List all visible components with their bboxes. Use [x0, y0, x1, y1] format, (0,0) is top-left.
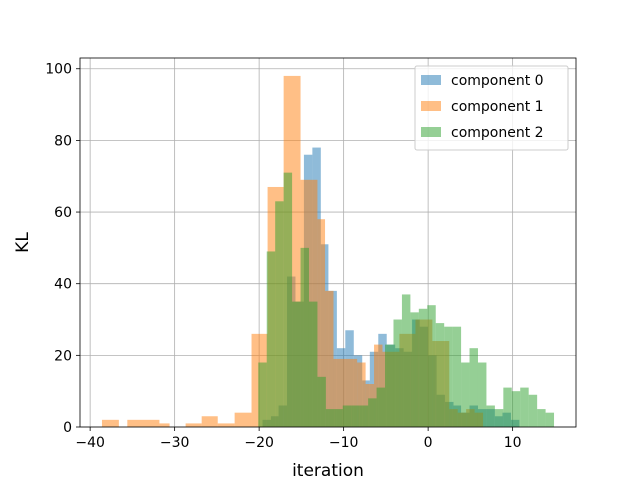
histogram-bar [393, 319, 402, 427]
histogram-bar [374, 344, 383, 427]
histogram-bar [308, 301, 318, 427]
histogram-bar [461, 362, 470, 427]
histogram-bar [385, 344, 394, 427]
histogram-bar [452, 326, 462, 427]
x-axis-label: iteration [292, 461, 364, 480]
histogram-bar [469, 348, 478, 427]
histogram-bar [292, 301, 301, 427]
x-tick-label: 0 [424, 435, 433, 451]
histogram-bar [410, 312, 419, 427]
histogram-bar [357, 362, 366, 427]
histogram-bar [444, 326, 453, 427]
histogram-bar [503, 387, 512, 427]
y-axis-ticks: 0 20 40 60 80 100 [45, 62, 80, 436]
histogram-bars [101, 75, 555, 427]
x-tick-label: −40 [75, 435, 105, 451]
y-tick-label: 0 [63, 420, 72, 436]
legend-swatch [421, 75, 441, 85]
histogram-bar [275, 201, 284, 427]
histogram-bar [368, 398, 377, 427]
histogram-bar [266, 251, 276, 427]
legend-frame [414, 65, 569, 151]
x-tick-label: −20 [244, 435, 274, 451]
histogram-bar [300, 247, 309, 427]
histogram-bar [325, 409, 335, 427]
histogram-bar [185, 423, 202, 427]
histogram-bar [317, 219, 326, 427]
x-axis-ticks: −40 −30 −20 −10 0 10 [75, 427, 522, 451]
legend-label: component 0 [451, 73, 544, 89]
histogram-bar [317, 376, 326, 427]
histogram-bar [101, 419, 119, 427]
histogram-bar [376, 387, 386, 427]
legend-label: component 1 [451, 99, 544, 115]
histogram-bar [342, 405, 352, 427]
histogram-bar [201, 416, 218, 427]
histogram-bar [520, 387, 529, 427]
histogram-bar [127, 419, 160, 427]
histogram-bar [325, 290, 334, 427]
histogram-bar [334, 409, 343, 427]
histogram-bar [351, 405, 360, 427]
y-tick-label: 60 [54, 205, 72, 221]
x-tick-label: −10 [329, 435, 359, 451]
histogram-bar [427, 305, 436, 427]
histogram-bar [545, 412, 555, 427]
histogram-bar [528, 394, 538, 427]
x-tick-label: 10 [504, 435, 522, 451]
histogram-bar [401, 294, 411, 427]
histogram-bar [258, 362, 267, 427]
histogram-bar [486, 405, 495, 427]
histogram-bar [418, 308, 428, 427]
histogram-bar [217, 423, 235, 427]
legend-swatch [421, 127, 441, 137]
histogram-bar [477, 362, 487, 427]
legend-label: component 2 [451, 125, 544, 141]
y-axis-label: KL [13, 232, 33, 253]
histogram-bar [283, 172, 293, 427]
y-tick-label: 100 [45, 62, 72, 78]
histogram-bar [359, 405, 369, 427]
histogram-bar [234, 412, 252, 427]
series-2-bars [258, 172, 555, 427]
plot-frame [79, 57, 577, 428]
legend: component 0 component 1 component 2 [414, 65, 569, 151]
y-tick-label: 40 [54, 277, 72, 293]
histogram-bar [511, 391, 521, 427]
histogram-bar [159, 423, 170, 427]
histogram-bar [435, 323, 445, 427]
legend-swatch [421, 101, 441, 111]
y-tick-label: 80 [54, 133, 72, 149]
y-tick-label: 20 [54, 348, 72, 364]
histogram-bar [537, 409, 546, 427]
x-tick-label: −30 [160, 435, 190, 451]
histogram-bar [494, 409, 504, 427]
